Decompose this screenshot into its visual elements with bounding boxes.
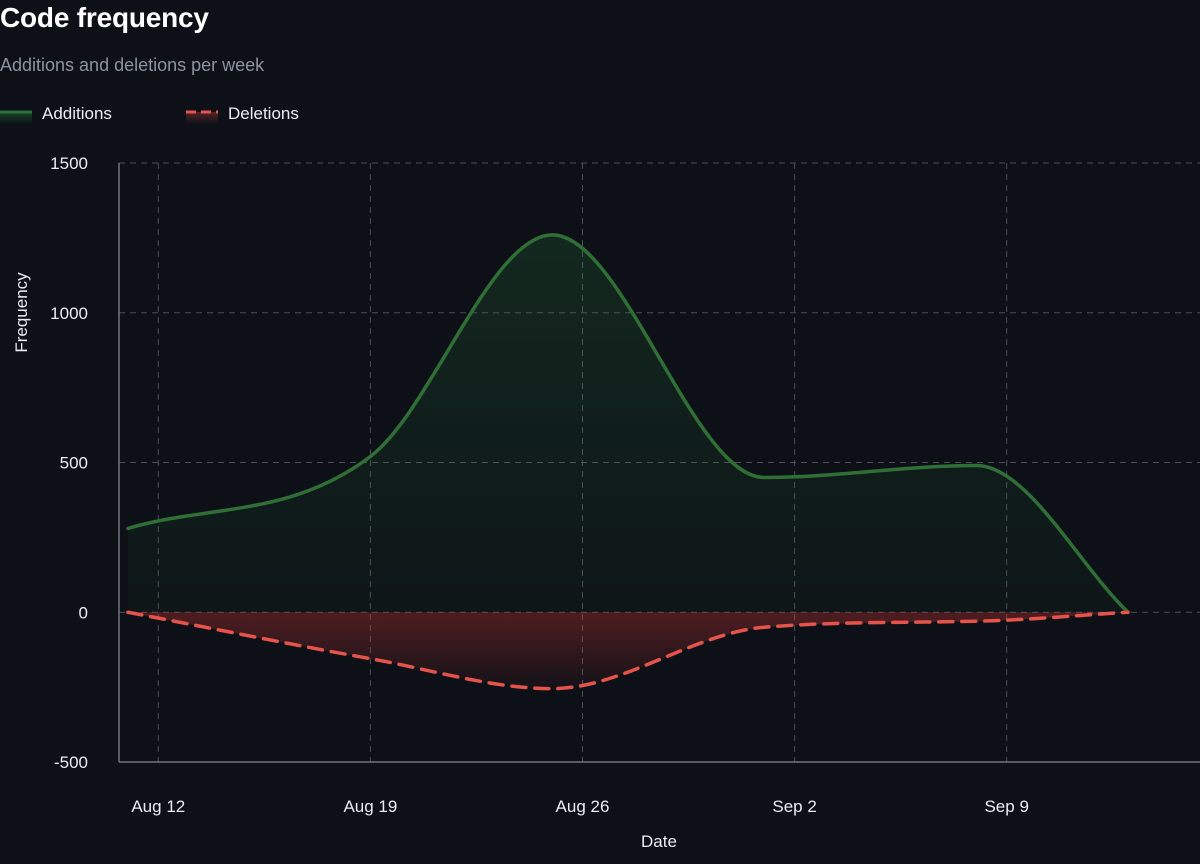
legend-label-deletions: Deletions: [228, 104, 299, 123]
label-layer: -500 0 500 1000 1500 Aug 12 Aug 19 Aug 26 Sep 2 S…: [12, 154, 1029, 851]
y-tick-label: -500: [54, 753, 88, 772]
x-axis-title: Date: [641, 832, 677, 851]
legend-item-additions[interactable]: Additions: [0, 103, 125, 125]
y-axis-title: Frequency: [12, 272, 31, 353]
x-tick-label: Sep 9: [984, 797, 1028, 816]
legend-swatch-additions: [0, 110, 32, 124]
page-subtitle: Additions and deletions per week: [0, 55, 265, 75]
x-tick-label: Sep 2: [772, 797, 816, 816]
series-area-additions: [128, 234, 1128, 613]
y-tick-label: 1500: [50, 154, 88, 173]
series-line-additions[interactable]: [126, 233, 1130, 614]
y-tick-label: 0: [79, 603, 88, 622]
x-tick-label: Aug 26: [556, 797, 610, 816]
line-layer: [126, 233, 1130, 691]
legend-swatch-deletions: [186, 110, 218, 124]
legend-item-deletions[interactable]: Deletions: [186, 103, 311, 125]
legend-label-additions: Additions: [42, 104, 112, 123]
area-layer: [128, 234, 1128, 689]
y-tick-label: 500: [60, 454, 88, 473]
x-tick-label: Aug 12: [131, 797, 185, 816]
series-line-deletions[interactable]: [126, 610, 1130, 691]
page-title: Code frequency: [0, 2, 209, 33]
axis-layer: [118, 163, 1200, 763]
series-area-deletions: [128, 612, 1128, 689]
y-tick-label: 1000: [50, 304, 88, 323]
x-tick-label: Aug 19: [343, 797, 397, 816]
